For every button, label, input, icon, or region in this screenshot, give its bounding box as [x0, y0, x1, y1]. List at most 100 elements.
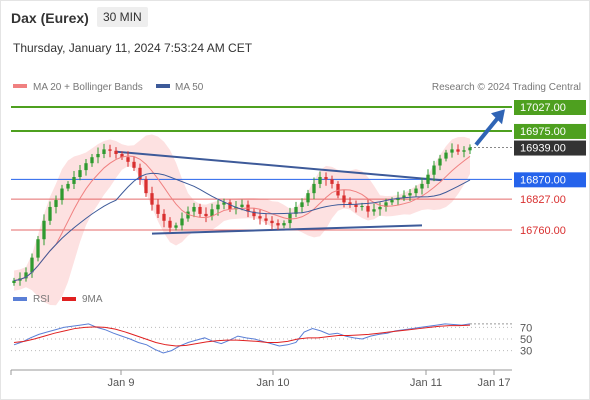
- candle-body: [348, 202, 352, 205]
- ma20-legend-label: MA 20 + Bollinger Bands: [33, 82, 143, 93]
- level-label-bg: [514, 123, 586, 139]
- level-label: 16760.00: [520, 225, 566, 237]
- candle-body: [192, 206, 196, 212]
- candle-body: [84, 163, 88, 171]
- candle-body: [102, 149, 106, 154]
- candle-body: [186, 211, 190, 219]
- candle-body: [66, 183, 70, 189]
- candle-body: [324, 177, 328, 180]
- candle-body: [204, 213, 208, 217]
- candle-body: [384, 202, 388, 207]
- level-label-bg: [514, 100, 586, 115]
- candle-body: [270, 220, 274, 224]
- candle-body: [294, 206, 298, 214]
- ma20-legend-swatch: [13, 84, 27, 88]
- candle-body: [312, 183, 316, 194]
- candle-body: [252, 211, 256, 217]
- candle-body: [24, 272, 28, 279]
- lower-trendline: [151, 224, 423, 235]
- candle-body: [228, 202, 232, 210]
- bollinger-band-area: [14, 134, 470, 306]
- candle-body: [300, 202, 304, 207]
- candle-body: [30, 257, 34, 273]
- candle-body: [96, 153, 100, 158]
- candle-body: [198, 206, 202, 214]
- candle-body: [432, 165, 436, 175]
- candle-body: [462, 150, 466, 152]
- candle-body: [282, 223, 286, 226]
- trendlines: [115, 150, 443, 235]
- ma9-legend-swatch: [62, 297, 76, 301]
- rsi-legend-label: RSI: [33, 294, 50, 305]
- candle-body: [366, 206, 370, 212]
- forecast-arrow-shaft: [474, 114, 502, 147]
- level-label: 16870.00: [520, 174, 566, 186]
- candle-body: [444, 152, 448, 159]
- candle-body: [426, 174, 430, 184]
- candle-body: [354, 204, 358, 207]
- instrument-title: Dax (Eurex): [11, 10, 89, 26]
- candle-body: [342, 195, 346, 203]
- candle-body: [450, 149, 454, 153]
- ma20-line: [13, 155, 471, 282]
- candle-body: [114, 150, 118, 154]
- candle-body: [72, 177, 76, 184]
- candle-body: [390, 200, 394, 203]
- candle-body: [360, 206, 364, 208]
- rsi-legend-swatch: [13, 297, 27, 301]
- candle-body: [402, 195, 406, 198]
- x-tick-label: Jan 9: [108, 377, 135, 389]
- ma50-legend-swatch: [156, 84, 170, 88]
- candle-body: [276, 223, 280, 226]
- candle-body: [468, 147, 472, 151]
- candle-body: [438, 158, 442, 166]
- forecast-arrow: [474, 109, 505, 147]
- rsi-ma9-line: [13, 324, 471, 347]
- candle-body: [126, 157, 130, 162]
- candle-body: [12, 280, 16, 283]
- candle-body: [216, 204, 220, 210]
- candle-body: [42, 220, 46, 240]
- chart-datetime: Thursday, January 11, 2024 7:53:24 AM CE…: [13, 41, 253, 55]
- candle-body: [120, 153, 124, 158]
- rsi-tick-label: 70: [520, 322, 532, 334]
- timeframe-badge[interactable]: 30 MIN: [97, 7, 148, 27]
- candle-body: [144, 179, 148, 194]
- candle-body: [174, 225, 178, 228]
- level-label: 17027.00: [520, 102, 566, 114]
- candle-body: [210, 209, 214, 217]
- candle-body: [234, 206, 238, 210]
- candle-body: [156, 204, 160, 214]
- x-tick-label: Jan 11: [410, 377, 442, 389]
- candle-body: [78, 170, 82, 178]
- candle-body: [60, 188, 64, 201]
- candle-body: [48, 206, 52, 221]
- upper-trendline: [115, 150, 443, 182]
- candle-body: [330, 179, 334, 184]
- moving-averages: [13, 155, 471, 282]
- candle-body: [408, 193, 412, 196]
- level-label: 16827.00: [520, 194, 566, 206]
- ma50-legend-label: MA 50: [175, 82, 204, 93]
- candle-body: [162, 213, 166, 221]
- ma9-legend-label: 9MA: [82, 294, 103, 305]
- candle-body: [240, 204, 244, 207]
- candle-body: [288, 213, 292, 224]
- candle-body: [318, 177, 322, 184]
- candle-body: [396, 197, 400, 201]
- candle-body: [108, 149, 112, 151]
- candle-body: [258, 216, 262, 219]
- candle-body: [336, 183, 340, 196]
- candle-body: [378, 206, 382, 210]
- level-label: 16939.00: [520, 143, 566, 155]
- bollinger-bands: [14, 134, 470, 306]
- candle-body: [138, 167, 142, 180]
- candle-body: [420, 183, 424, 189]
- rsi-tick-label: 30: [520, 346, 532, 358]
- rsi-line: [13, 323, 471, 354]
- candle-body: [132, 161, 136, 168]
- candle-body: [54, 200, 58, 207]
- credit-label: Research © 2024 Trading Central: [432, 82, 581, 93]
- rsi-legend: RSI 9MA: [13, 294, 103, 305]
